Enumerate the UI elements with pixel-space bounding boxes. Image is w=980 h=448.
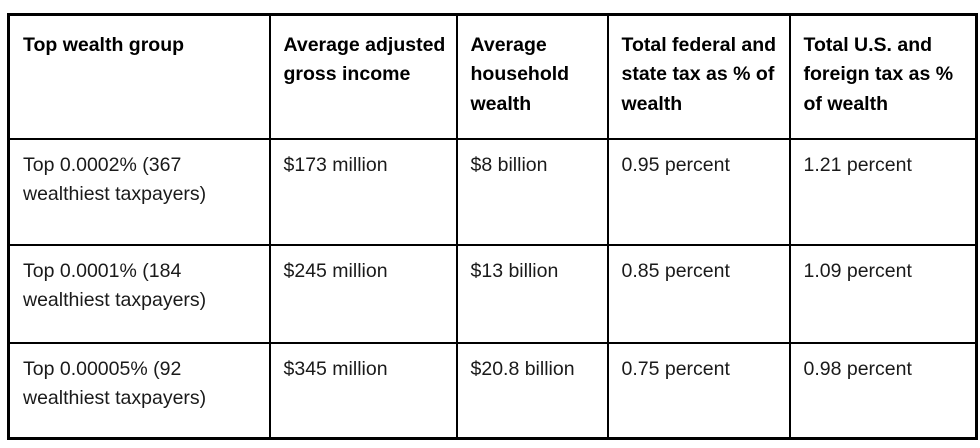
table-row: Top 0.0002% (367 wealthiest taxpayers) $…	[7, 137, 978, 246]
table-row: Top 0.00005% (92 wealthiest taxpayers) $…	[7, 341, 978, 440]
cell-avg-adjusted-gross-income: $345 million	[268, 341, 458, 440]
col-header-avg-household-wealth: Average household wealth	[455, 13, 609, 140]
cell-federal-state-tax-pct: 0.75 percent	[606, 341, 791, 440]
cell-wealth-group: Top 0.0002% (367 wealthiest taxpayers)	[7, 137, 271, 246]
cell-federal-state-tax-pct: 0.85 percent	[606, 243, 791, 344]
cell-avg-adjusted-gross-income: $245 million	[268, 243, 458, 344]
cell-avg-household-wealth: $13 billion	[455, 243, 609, 344]
cell-us-foreign-tax-pct: 1.21 percent	[788, 137, 978, 246]
col-header-us-foreign-tax-pct: Total U.S. and foreign tax as % of wealt…	[788, 13, 978, 140]
cell-us-foreign-tax-pct: 1.09 percent	[788, 243, 978, 344]
col-header-avg-adjusted-gross-income: Average adjusted gross income	[268, 13, 458, 140]
header-row: Top wealth group Average adjusted gross …	[7, 13, 978, 140]
col-header-wealth-group: Top wealth group	[7, 13, 271, 140]
cell-avg-adjusted-gross-income: $173 million	[268, 137, 458, 246]
cell-wealth-group: Top 0.0001% (184 wealthiest taxpayers)	[7, 243, 271, 344]
table-header: Top wealth group Average adjusted gross …	[7, 13, 978, 140]
cell-federal-state-tax-pct: 0.95 percent	[606, 137, 791, 246]
col-header-federal-state-tax-pct: Total federal and state tax as % of weal…	[606, 13, 791, 140]
cell-us-foreign-tax-pct: 0.98 percent	[788, 341, 978, 440]
cell-avg-household-wealth: $8 billion	[455, 137, 609, 246]
cell-wealth-group: Top 0.00005% (92 wealthiest taxpayers)	[7, 341, 271, 440]
table-row: Top 0.0001% (184 wealthiest taxpayers) $…	[7, 243, 978, 344]
table-body: Top 0.0002% (367 wealthiest taxpayers) $…	[7, 137, 978, 440]
wealth-tax-table: Top wealth group Average adjusted gross …	[7, 13, 978, 440]
cell-avg-household-wealth: $20.8 billion	[455, 341, 609, 440]
